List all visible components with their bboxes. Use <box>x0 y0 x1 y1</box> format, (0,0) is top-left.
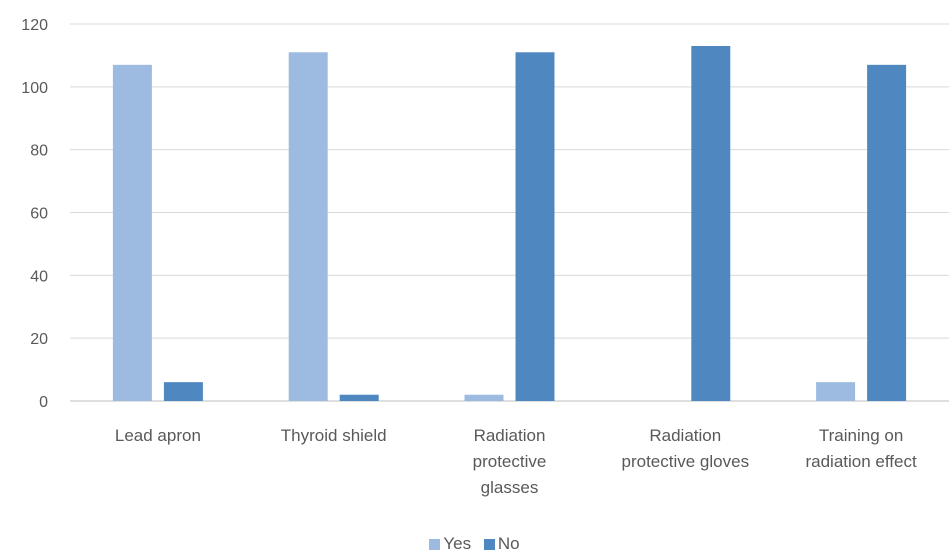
gridlines <box>70 23 949 402</box>
bar-chart: 0 20 40 60 80 100 120 Lead apron Thyroid shield… <box>21 17 949 497</box>
legend-swatch-yes <box>429 539 441 550</box>
x-tick-label-4: Training on radiation effect <box>805 426 916 471</box>
bar-yes-0 <box>112 64 152 401</box>
bar-yes-1 <box>288 52 328 402</box>
bar-no-1 <box>339 394 379 401</box>
bar-no-4 <box>867 64 907 401</box>
x-tick-label-0: Lead apron <box>115 426 201 445</box>
y-tick-label-60: 60 <box>30 206 48 223</box>
y-tick-label-80: 80 <box>30 143 48 160</box>
y-tick-label-0: 0 <box>39 394 48 411</box>
x-tick-label-2: Radiation protective glasses <box>473 426 547 497</box>
bar-yes-4 <box>816 382 856 401</box>
bar-no-3 <box>691 45 731 401</box>
legend: Yes No <box>0 534 949 554</box>
legend-item-yes: Yes <box>429 534 471 554</box>
legend-label-yes: Yes <box>443 534 472 553</box>
y-tick-label-20: 20 <box>30 331 48 348</box>
y-tick-label-100: 100 <box>21 80 48 97</box>
legend-item-no: No <box>483 534 520 554</box>
y-tick-label-120: 120 <box>21 17 48 34</box>
bars <box>112 45 907 402</box>
bar-no-2 <box>515 52 555 402</box>
legend-swatch-no <box>483 539 495 550</box>
y-axis: 0 20 40 60 80 100 120 <box>21 17 48 411</box>
y-tick-label-40: 40 <box>30 268 48 285</box>
bar-yes-2 <box>464 394 504 401</box>
x-tick-label-3: Radiation protective gloves <box>622 426 750 471</box>
x-axis: Lead apron Thyroid shield Radiation protect… <box>115 426 917 497</box>
legend-label-no: No <box>497 534 520 553</box>
x-tick-label-1: Thyroid shield <box>281 426 387 445</box>
bar-no-0 <box>163 382 203 401</box>
